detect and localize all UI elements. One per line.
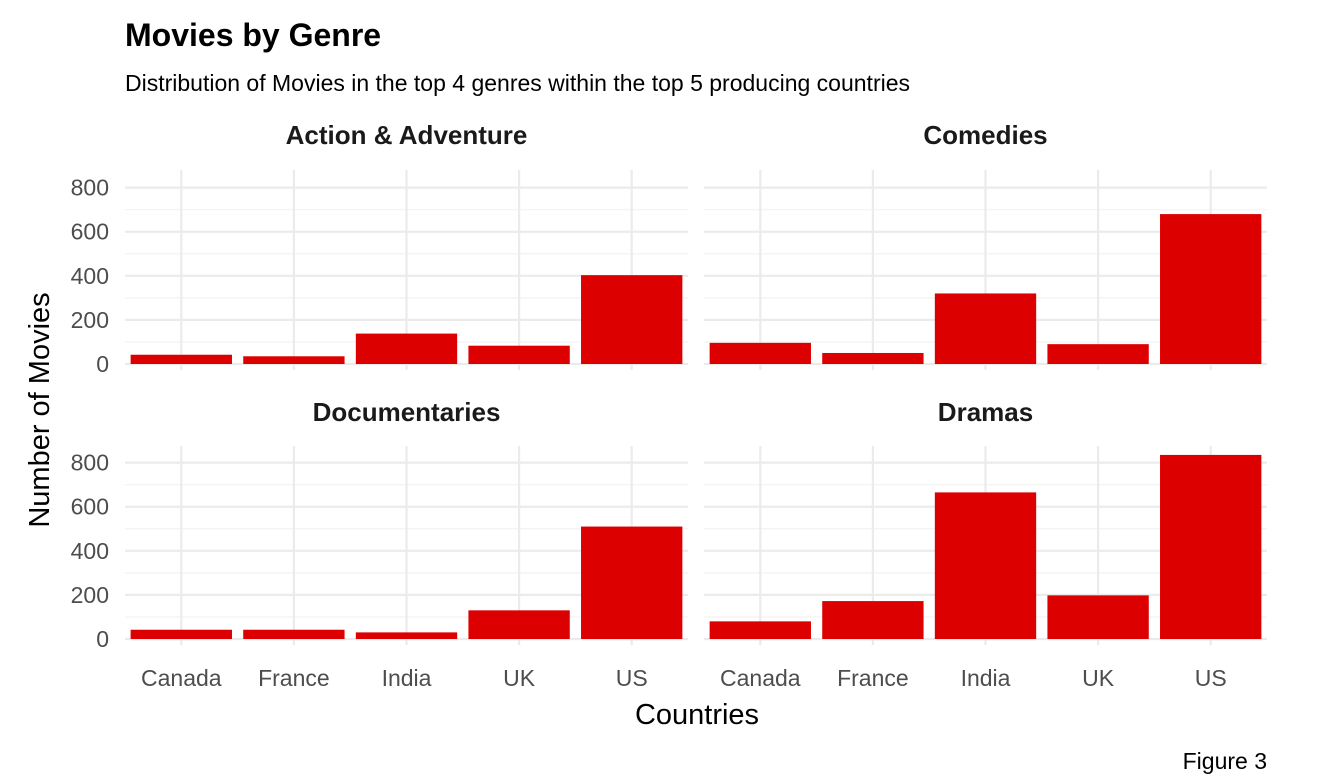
bar-us <box>581 526 683 639</box>
bar-france <box>243 356 345 364</box>
bar-france <box>822 352 924 364</box>
bar-uk <box>468 345 570 364</box>
facet-label: Action & Adventure <box>286 120 528 150</box>
facet-action-adventure: Action & Adventure 0 200 400 600 800 <box>71 120 688 377</box>
chart-title: Movies by Genre <box>125 17 381 53</box>
bar-uk <box>468 610 570 639</box>
bar-us <box>581 275 683 364</box>
x-tick-label: US <box>616 665 648 691</box>
x-tick-label: France <box>258 665 330 691</box>
x-tick-label: France <box>837 665 909 691</box>
x-tick-label: Canada <box>720 665 801 691</box>
facet-dramas: Dramas Canada France India UK US <box>704 397 1267 691</box>
facet-label: Documentaries <box>313 397 501 427</box>
y-tick-label: 400 <box>71 263 109 289</box>
y-tick-label: 200 <box>71 582 109 608</box>
x-tick-label: India <box>382 665 432 691</box>
y-tick-label: 200 <box>71 307 109 333</box>
bar-canada <box>130 629 232 639</box>
x-tick-label: Canada <box>141 665 222 691</box>
bar-india <box>355 632 458 639</box>
bar-uk <box>1047 344 1149 364</box>
facet-panels: Action & Adventure 0 200 400 600 800 Comedies D… <box>71 120 1267 691</box>
y-tick-label: 0 <box>96 351 109 377</box>
bar-france <box>822 601 924 639</box>
figure-caption: Figure 3 <box>1183 748 1267 774</box>
bar-uk <box>1047 595 1149 639</box>
y-tick-label: 800 <box>71 450 109 476</box>
y-axis-title: Number of Movies <box>24 292 56 527</box>
x-tick-label: India <box>961 665 1011 691</box>
bar-india <box>934 492 1037 639</box>
bar-canada <box>709 342 811 364</box>
x-tick-label: UK <box>1082 665 1115 691</box>
y-tick-label: 600 <box>71 219 109 245</box>
facet-label: Comedies <box>923 120 1047 150</box>
y-tick-label: 800 <box>71 175 109 201</box>
y-tick-label: 600 <box>71 494 109 520</box>
y-tick-label: 0 <box>96 626 109 652</box>
bar-france <box>243 629 345 639</box>
facet-comedies: Comedies <box>704 120 1267 370</box>
bar-india <box>355 333 458 364</box>
x-tick-label: UK <box>503 665 536 691</box>
facet-documentaries: Documentaries 0 200 400 600 800 Canada France In… <box>71 397 688 691</box>
x-axis-title: Countries <box>635 699 759 731</box>
bar-us <box>1160 454 1262 639</box>
bar-india <box>934 293 1037 364</box>
facet-label: Dramas <box>938 397 1033 427</box>
bar-us <box>1160 214 1262 364</box>
bar-canada <box>130 354 232 364</box>
bar-canada <box>709 621 811 639</box>
chart-subtitle: Distribution of Movies in the top 4 genr… <box>125 70 910 96</box>
x-tick-label: US <box>1195 665 1227 691</box>
y-tick-label: 400 <box>71 538 109 564</box>
